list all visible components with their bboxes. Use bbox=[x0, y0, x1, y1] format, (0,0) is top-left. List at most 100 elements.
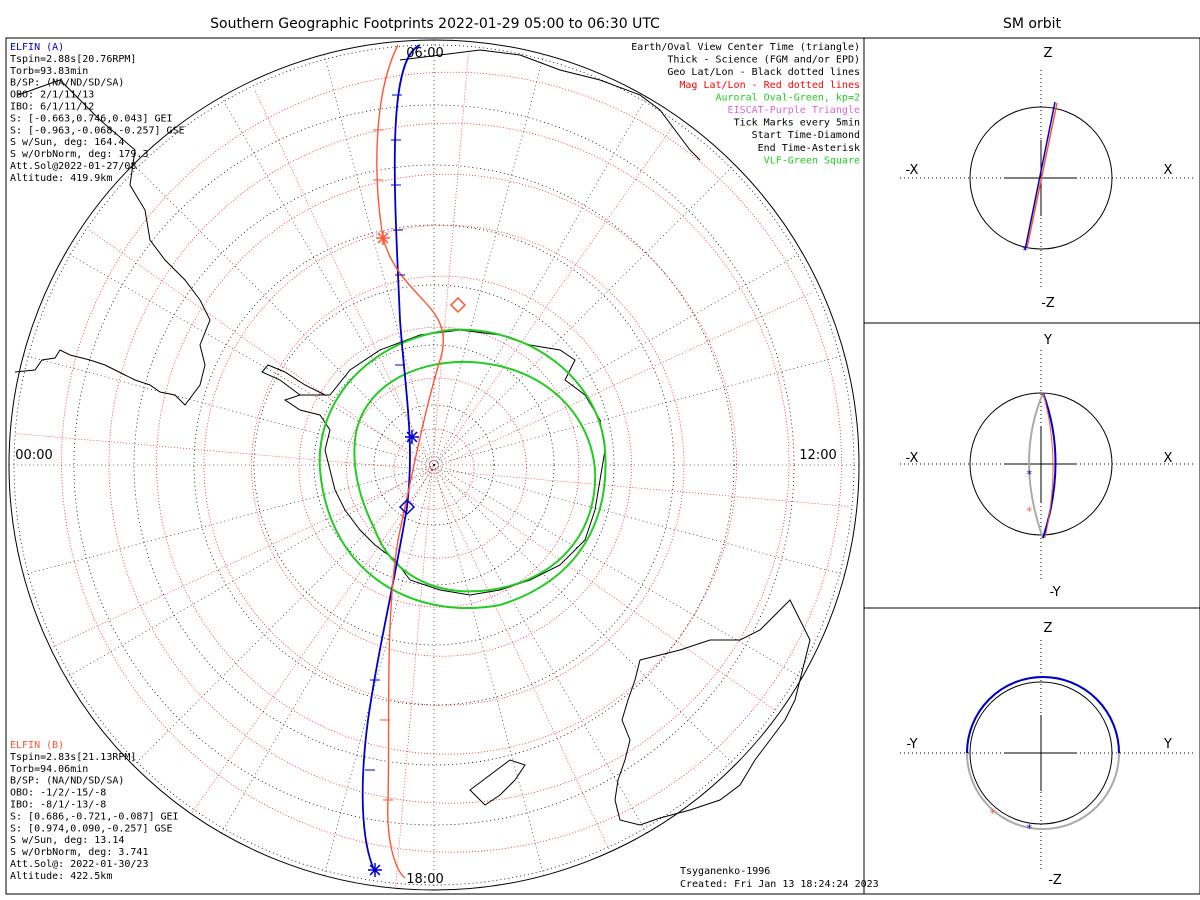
elfin-a-start-diamond bbox=[398, 498, 416, 516]
mag-meridian bbox=[51, 469, 433, 648]
geo-meridian bbox=[433, 464, 803, 678]
satellite-info-line: Att.Sol@: 2022-01-30/23 bbox=[10, 859, 148, 870]
time-label-top: 06:00 bbox=[406, 46, 443, 61]
geo-meridian bbox=[433, 354, 845, 466]
satellite-info-line: S: [-0.963,-0.068,-0.257] GSE bbox=[10, 125, 185, 136]
legend-entry: Start Time-Diamond bbox=[752, 130, 860, 141]
mag-lat-circle bbox=[156, 173, 737, 755]
mag-meridian bbox=[190, 469, 433, 815]
time-label-right: 12:00 bbox=[799, 448, 836, 463]
sm-p3-track-a bbox=[966, 676, 1120, 754]
elfin-b-start-diamond bbox=[449, 296, 467, 314]
auroral-oval-outer bbox=[318, 328, 607, 609]
mag-meridian bbox=[87, 228, 433, 471]
sm-orbit-frame bbox=[863, 37, 1200, 895]
geo-meridian bbox=[433, 252, 803, 466]
auroral-ovals bbox=[318, 328, 607, 609]
legend-entry: VLF-Green Square bbox=[764, 155, 860, 166]
satellite-info-line: Torb=93.83min bbox=[10, 66, 88, 77]
satellite-info-line: S w/Sun, deg: 164.4 bbox=[10, 137, 124, 148]
legend-entry: Earth/Oval View Center Time (triangle) bbox=[631, 42, 860, 53]
sm-p2-left: -X bbox=[906, 451, 919, 466]
sm-p2-bottom: -Y bbox=[1049, 585, 1060, 600]
time-label-left: 00:00 bbox=[15, 448, 52, 463]
sm-panel-xz: Z -Z -X X * bbox=[900, 46, 1195, 311]
geo-meridian bbox=[23, 354, 435, 466]
mag-lat-circle bbox=[203, 224, 685, 706]
sm-p1-bottom: -Z bbox=[1041, 296, 1055, 311]
sm-p3-top: Z bbox=[1044, 621, 1053, 636]
mag-meridian bbox=[431, 292, 813, 471]
new-zealand-outline bbox=[469, 759, 526, 806]
satellite-tracks bbox=[361, 44, 467, 879]
satellite-info-line: S w/OrbNorm, deg: 179.3 bbox=[10, 149, 148, 160]
credit-created: Created: Fri Jan 13 18:24:24 2023 bbox=[680, 879, 879, 890]
mag-meridian bbox=[431, 469, 610, 851]
satellite-info-line: Altitude: 422.5km bbox=[10, 871, 112, 882]
sm-p3-right: Y bbox=[1163, 737, 1172, 752]
south-america-outline bbox=[14, 79, 211, 406]
mag-lat-circle bbox=[108, 122, 790, 804]
sm-p1-track-a bbox=[1024, 101, 1056, 251]
geo-meridian bbox=[65, 464, 435, 678]
mag-meridian bbox=[254, 89, 433, 471]
sm-p1-top: Z bbox=[1044, 46, 1053, 61]
legend-entry: Auroral Oval-Green, kp=2 bbox=[716, 92, 861, 103]
geo-meridian bbox=[221, 464, 435, 834]
geo-meridian bbox=[433, 164, 735, 466]
legend-entry: Geo Lat/Lon - Black dotted lines bbox=[667, 67, 860, 78]
geo-grid-lines bbox=[8, 39, 860, 891]
satellite-info-line: S w/Sun, deg: 13.14 bbox=[10, 835, 124, 846]
legend-entry: End Time-Asterisk bbox=[758, 143, 860, 154]
geo-meridian bbox=[65, 252, 435, 466]
satellite-info-line: B/SP: (NA/ND/SD/SA) bbox=[10, 78, 124, 89]
geo-meridian bbox=[133, 464, 435, 766]
elfin-b-info: ELFIN (B)Tspin=2.83s[21.13RPM]Torb=94.06… bbox=[10, 740, 179, 882]
sm-p3-left: -Y bbox=[906, 737, 917, 752]
mag-lat-circle bbox=[251, 275, 632, 657]
sm-orbit-title: SM orbit bbox=[1003, 16, 1062, 32]
credit-model: Tsyganenko-1996 bbox=[680, 866, 770, 877]
sm-p3-bottom: -Z bbox=[1048, 873, 1062, 888]
sm-p2-right: X bbox=[1164, 451, 1173, 466]
mag-lat-circle bbox=[298, 326, 580, 608]
satellite-info-line: IBO: 6/1/11/12 bbox=[10, 102, 94, 113]
mag-lat-circle bbox=[393, 428, 475, 510]
satellite-info-line: Torb=94.06min bbox=[10, 764, 88, 775]
mag-meridian bbox=[431, 469, 851, 507]
satellite-info-line: OBO: -1/2/-15/-8 bbox=[10, 788, 106, 799]
elfin-b-end-asterisk bbox=[376, 231, 390, 245]
geo-meridian bbox=[433, 96, 647, 466]
satellite-info-line: S: [0.686,-0.721,-0.087] GEI bbox=[10, 811, 179, 822]
sm-p2-track-b bbox=[1042, 392, 1054, 539]
geo-meridian bbox=[323, 464, 435, 876]
legend-entry: Tick Marks every 5min bbox=[734, 118, 860, 129]
sm-p1-right: X bbox=[1164, 163, 1173, 178]
geo-meridian bbox=[433, 464, 545, 876]
legend-entry: EISCAT-Purple Triangle bbox=[728, 105, 860, 116]
sm-p2-marker-a: * bbox=[1026, 468, 1033, 481]
legend-entry: Mag Lat/Lon - Red dotted lines bbox=[679, 80, 860, 91]
geo-meridian bbox=[433, 464, 647, 834]
mag-lat-circle bbox=[61, 71, 842, 853]
elfin-b-track bbox=[376, 44, 445, 879]
antarctic-peninsula bbox=[261, 364, 326, 396]
satellite-info-line: S w/OrbNorm, deg: 3.741 bbox=[10, 847, 148, 858]
mag-meridian bbox=[395, 469, 433, 889]
time-label-bottom: 18:00 bbox=[406, 872, 443, 887]
geo-meridian bbox=[433, 464, 735, 766]
legend-entry: Thick - Science (FGM and/or EPD) bbox=[667, 55, 860, 66]
polar-map bbox=[8, 39, 860, 891]
australia-outline bbox=[614, 599, 811, 826]
sm-p2-top: Y bbox=[1043, 333, 1052, 348]
elfin-a-track bbox=[361, 44, 421, 873]
sm-p2-track-shadow bbox=[1028, 392, 1044, 539]
satellite-info-line: S: [0.974,0.090,-0.257] GSE bbox=[10, 823, 173, 834]
satellite-info-line: Tspin=2.83s[21.13RPM] bbox=[10, 752, 136, 763]
africa-outline bbox=[399, 49, 701, 161]
mag-meridian bbox=[431, 469, 777, 712]
satellite-info-line: Att.Sol@2022-01-27/08 bbox=[10, 161, 136, 172]
sm-p3-marker-a: * bbox=[1026, 822, 1033, 835]
sm-p3-marker-b: * bbox=[989, 807, 996, 820]
